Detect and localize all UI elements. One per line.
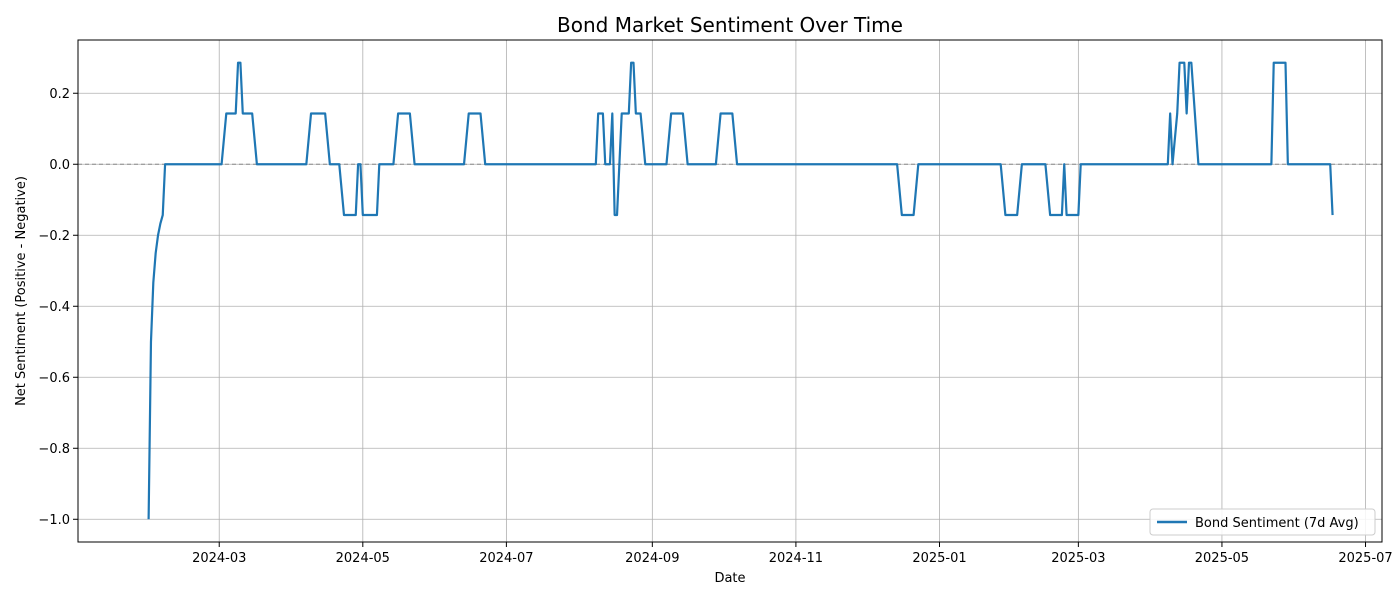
chart-title: Bond Market Sentiment Over Time xyxy=(557,13,903,37)
plot-frame xyxy=(77,39,1383,543)
y-axis-label: Net Sentiment (Positive - Negative) xyxy=(14,176,29,406)
x-tick-label: 2024-05 xyxy=(336,551,390,566)
series-layer xyxy=(147,61,1334,520)
x-axis-ticks: 2024-03 2024-05 2024-07 2024-09 2024-11 2025-… xyxy=(192,542,1393,566)
grid xyxy=(78,40,1382,542)
series-line-bond-sentiment xyxy=(147,61,1334,520)
legend: Bond Sentiment (7d Avg) xyxy=(1149,508,1376,536)
y-tick-label: 0.0 xyxy=(49,158,70,173)
y-axis-ticks: −1.0 −0.8 −0.6 −0.4 −0.2 0.0 0.2 xyxy=(38,87,78,528)
y-tick-label: −0.4 xyxy=(38,300,70,315)
x-tick-label: 2025-05 xyxy=(1195,551,1249,566)
y-tick-label: −0.2 xyxy=(38,229,70,244)
x-tick-label: 2024-07 xyxy=(479,551,533,566)
y-tick-label: −0.6 xyxy=(38,371,70,386)
x-tick-label: 2025-03 xyxy=(1051,551,1105,566)
x-tick-label: 2025-07 xyxy=(1338,551,1392,566)
y-tick-label: 0.2 xyxy=(49,87,70,102)
legend-box xyxy=(1149,508,1376,536)
legend-label: Bond Sentiment (7d Avg) xyxy=(1195,516,1359,531)
x-tick-label: 2024-09 xyxy=(625,551,679,566)
x-tick-label: 2024-11 xyxy=(769,551,823,566)
x-tick-label: 2024-03 xyxy=(192,551,246,566)
y-tick-label: −0.8 xyxy=(38,442,70,457)
x-axis-label: Date xyxy=(714,571,745,586)
y-tick-label: −1.0 xyxy=(38,513,70,528)
x-tick-label: 2025-01 xyxy=(912,551,966,566)
